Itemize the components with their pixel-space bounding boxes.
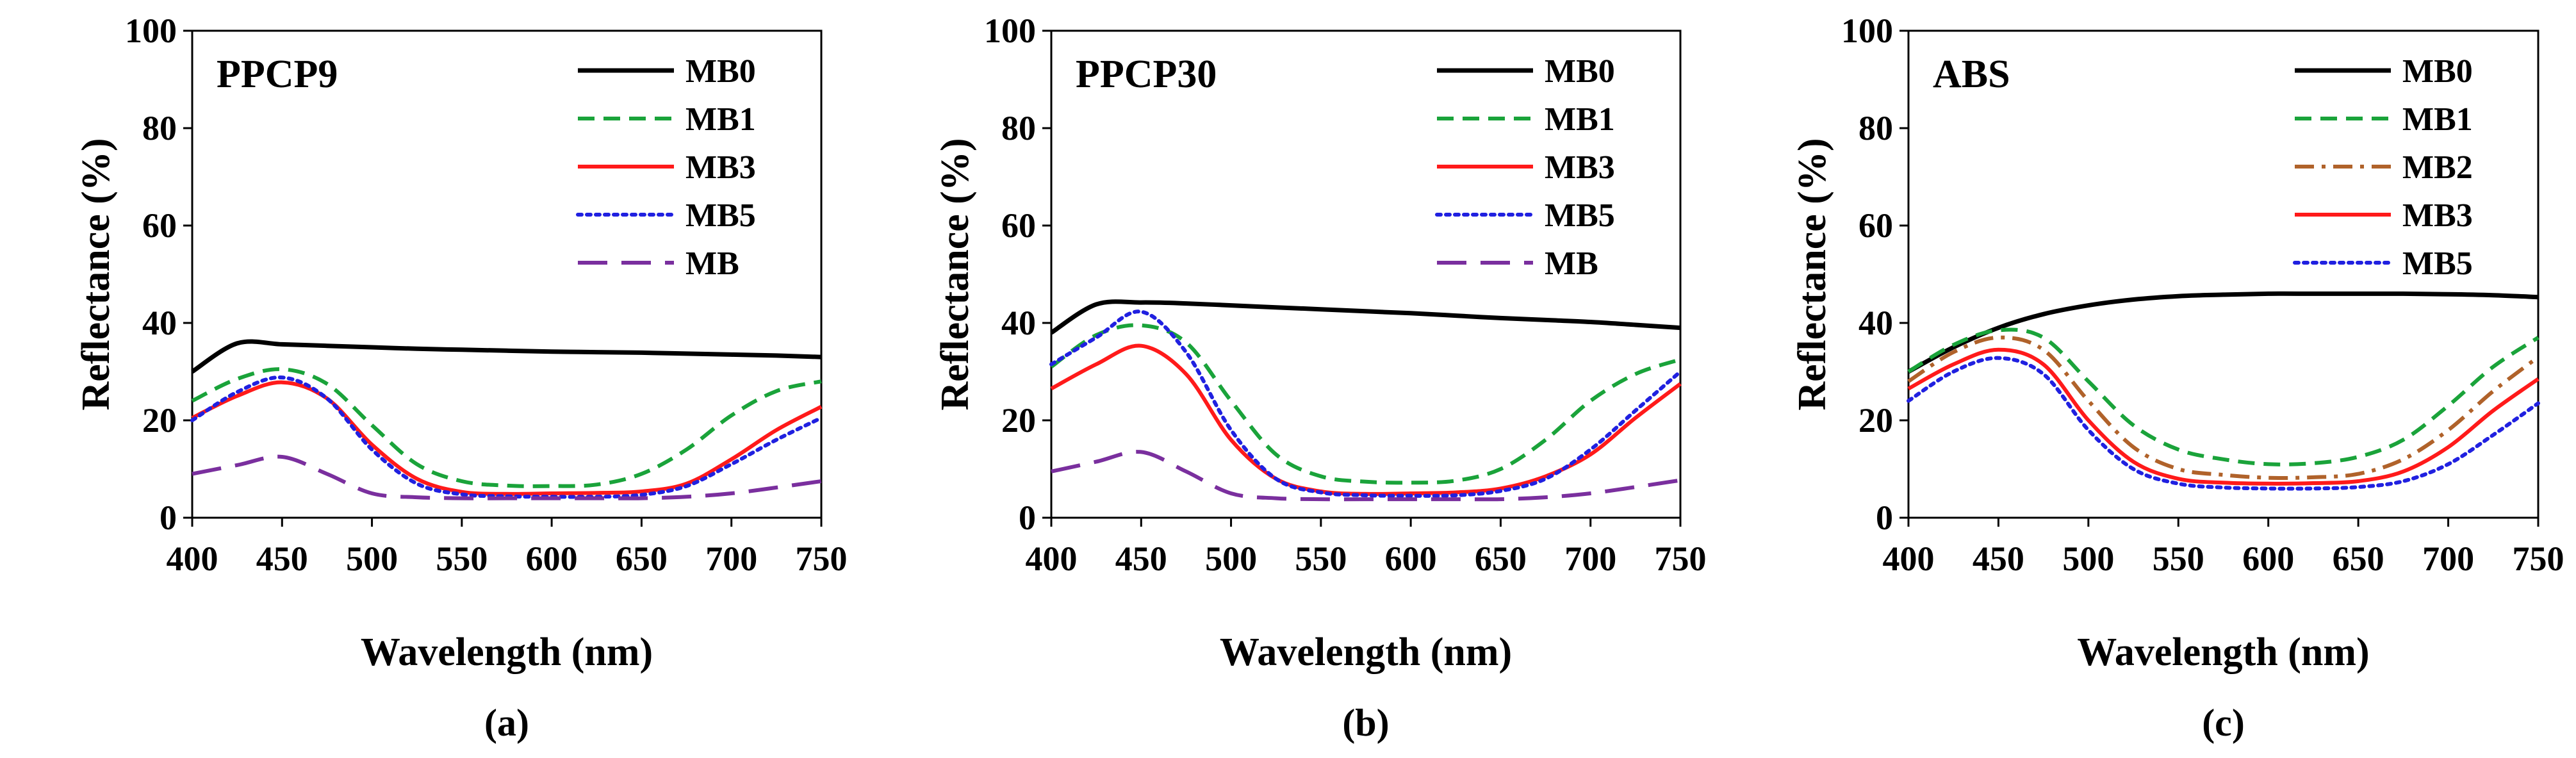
x-tick-label: 700 [705,540,757,578]
y-tick-label: 20 [142,401,177,440]
legend-label: MB0 [2402,53,2473,90]
y-tick-label: 100 [125,12,177,50]
legend-label: MB0 [1545,53,1615,90]
plot-frame [1907,29,2539,519]
chart-panel-1: 0 20 40 60 80 100 400 450 500 550 600 650 700 750 Wave… [74,12,848,744]
legend-label: MB1 [685,101,756,138]
legend-label: MB5 [685,197,756,234]
series-line-mb3 [1907,347,2539,486]
legend-label: MB1 [2402,101,2473,138]
y-tick-label: 0 [1019,498,1036,537]
x-tick-label: 550 [1295,540,1347,578]
x-tick-label: 650 [2333,540,2384,578]
x-tick-label: 450 [256,540,308,578]
x-tick-label: 550 [436,540,488,578]
y-tick-label: 0 [1876,498,1893,537]
series-line-mb5 [1907,356,2540,491]
legend-label: MB [685,245,739,282]
x-tick-label: 650 [616,540,668,578]
x-axis-label: Wavelength (nm) [2077,630,2369,674]
panel-title: ABS [1933,53,2010,96]
series-line-mb0 [1907,291,2539,374]
y-tick-label: 80 [142,109,177,147]
y-tick-label: 40 [1858,304,1893,342]
legend-label: MB5 [2402,245,2473,282]
x-axis-label: Wavelength (nm) [361,630,653,674]
x-tick-label: 450 [1973,540,2024,578]
y-axis-label: Reflectance (%) [1791,138,1834,410]
x-tick-label: 750 [796,540,848,578]
y-tick-label: 100 [1841,12,1893,50]
x-tick-label: 500 [1205,540,1257,578]
x-tick-label: 750 [2513,540,2564,578]
y-tick-label: 80 [1858,109,1893,147]
legend-label: MB3 [685,149,756,186]
x-axis-label: Wavelength (nm) [1220,630,1512,674]
y-tick-label: 20 [1001,401,1036,440]
x-tick-label: 550 [2153,540,2204,578]
series-line-mb3 [191,380,823,496]
x-tick-label: 450 [1115,540,1167,578]
chart-panel-2: 0 20 40 60 80 100 400 450 500 550 600 650 700 750 Wave… [933,12,1707,744]
legend-label: MB [1545,245,1598,282]
x-tick-label: 500 [2062,540,2114,578]
y-axis-label: Reflectance (%) [933,138,977,410]
series-line-mb2 [1907,335,2539,480]
y-tick-label: 100 [984,12,1036,50]
legend-label: MB3 [2402,197,2473,234]
legend-label: MB1 [1545,101,1615,138]
legend-label: MB2 [2402,149,2473,186]
y-tick-label: 20 [1858,401,1893,440]
chart-panel-3: 0 20 40 60 80 100 400 450 500 550 600 650 700 750 Wave… [1791,12,2564,744]
series-line-mb5 [190,375,823,499]
x-tick-label: 400 [1883,540,1935,578]
y-tick-label: 60 [1858,206,1893,245]
y-tick-label: 60 [142,206,177,245]
y-tick-label: 80 [1001,109,1036,147]
series-line-mb1 [1907,327,2539,466]
x-tick-label: 400 [167,540,218,578]
y-axis-label: Reflectance (%) [74,138,118,410]
legend-label: MB3 [1545,149,1615,186]
series-line-mb5 [1049,309,1682,498]
x-tick-label: 500 [346,540,398,578]
plot-frame [191,29,823,519]
x-tick-label: 650 [1475,540,1527,578]
x-tick-label: 750 [1655,540,1707,578]
series-line-mb [192,454,822,500]
series-line-mb1 [1050,323,1681,485]
legend-label: MB0 [685,53,756,90]
y-tick-label: 0 [160,498,177,537]
x-tick-label: 600 [1385,540,1437,578]
x-tick-label: 700 [2422,540,2474,578]
panel-caption: (a) [484,702,529,744]
series-line-mb3 [1050,343,1682,496]
series-line-mb0 [191,339,822,374]
plot-frame [1050,29,1682,519]
x-tick-label: 600 [526,540,578,578]
panel-title: PPCP30 [1076,53,1217,96]
x-tick-label: 600 [2242,540,2294,578]
y-tick-label: 40 [142,304,177,342]
panel-title: PPCP9 [217,53,338,96]
series-line-mb [1051,450,1681,502]
panel-caption: (b) [1342,702,1389,744]
legend-label: MB5 [1545,197,1615,234]
x-tick-label: 700 [1564,540,1616,578]
x-tick-label: 400 [1026,540,1078,578]
series-line-mb1 [191,367,822,488]
y-tick-label: 40 [1001,304,1036,342]
y-tick-label: 60 [1001,206,1036,245]
panel-caption: (c) [2202,702,2245,744]
series-line-mb0 [1050,299,1681,335]
